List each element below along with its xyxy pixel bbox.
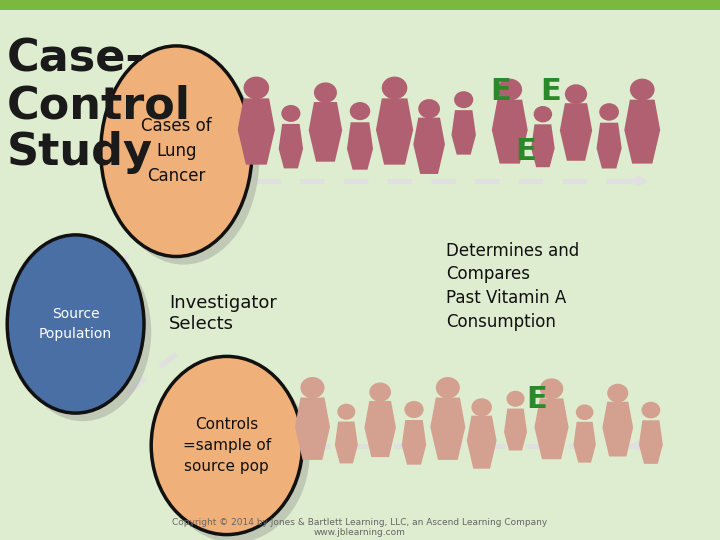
Ellipse shape	[108, 54, 259, 265]
Ellipse shape	[300, 377, 325, 399]
Ellipse shape	[350, 102, 370, 120]
Ellipse shape	[454, 91, 473, 108]
Ellipse shape	[599, 103, 619, 120]
Polygon shape	[431, 397, 465, 460]
Ellipse shape	[158, 364, 310, 540]
Ellipse shape	[436, 377, 460, 399]
Text: E: E	[541, 77, 561, 106]
Polygon shape	[402, 420, 426, 464]
Ellipse shape	[337, 404, 356, 420]
Ellipse shape	[405, 401, 423, 418]
Ellipse shape	[151, 356, 302, 535]
Polygon shape	[560, 103, 592, 161]
Text: Cases of
Lung
Cancer: Cases of Lung Cancer	[141, 117, 212, 185]
Polygon shape	[279, 124, 303, 168]
Ellipse shape	[565, 84, 587, 104]
Ellipse shape	[642, 402, 660, 418]
Polygon shape	[639, 420, 663, 464]
Ellipse shape	[382, 77, 408, 99]
Polygon shape	[492, 100, 528, 164]
Ellipse shape	[7, 235, 144, 413]
Polygon shape	[295, 397, 330, 460]
Text: Controls
=sample of
source pop: Controls =sample of source pop	[183, 417, 271, 474]
Polygon shape	[603, 402, 633, 456]
Text: Determines and
Compares
Past Vitamin A
Consumption: Determines and Compares Past Vitamin A C…	[446, 242, 580, 330]
Polygon shape	[451, 110, 476, 154]
Polygon shape	[531, 124, 554, 167]
Polygon shape	[238, 98, 275, 165]
Polygon shape	[309, 102, 342, 161]
Polygon shape	[534, 399, 569, 459]
Ellipse shape	[498, 79, 522, 100]
Polygon shape	[573, 422, 596, 463]
Ellipse shape	[282, 105, 300, 122]
Polygon shape	[364, 401, 396, 457]
Polygon shape	[624, 100, 660, 164]
Text: Source
Population: Source Population	[39, 307, 112, 341]
Text: E: E	[516, 137, 536, 166]
Polygon shape	[347, 122, 373, 170]
Ellipse shape	[14, 243, 151, 421]
Ellipse shape	[243, 77, 269, 99]
Ellipse shape	[576, 404, 593, 420]
Polygon shape	[504, 409, 527, 450]
Text: Case-
Control
Study: Case- Control Study	[7, 38, 192, 173]
Polygon shape	[597, 123, 621, 168]
Ellipse shape	[101, 46, 252, 256]
Ellipse shape	[418, 99, 440, 118]
Bar	[0, 0, 720, 10]
Ellipse shape	[540, 379, 563, 399]
Polygon shape	[335, 422, 358, 463]
Ellipse shape	[506, 391, 525, 407]
Text: Investigator
Selects: Investigator Selects	[169, 294, 277, 333]
Ellipse shape	[534, 106, 552, 123]
Text: E: E	[490, 77, 510, 106]
Polygon shape	[467, 416, 497, 469]
Ellipse shape	[314, 83, 337, 103]
Ellipse shape	[630, 79, 654, 100]
Ellipse shape	[369, 382, 391, 402]
Polygon shape	[376, 98, 413, 165]
Text: E: E	[526, 385, 546, 414]
Ellipse shape	[472, 398, 492, 416]
Polygon shape	[413, 118, 445, 174]
Text: Copyright © 2014 by Jones & Bartlett Learning, LLC, an Ascend Learning Company
w: Copyright © 2014 by Jones & Bartlett Lea…	[172, 518, 548, 537]
Ellipse shape	[607, 384, 629, 402]
